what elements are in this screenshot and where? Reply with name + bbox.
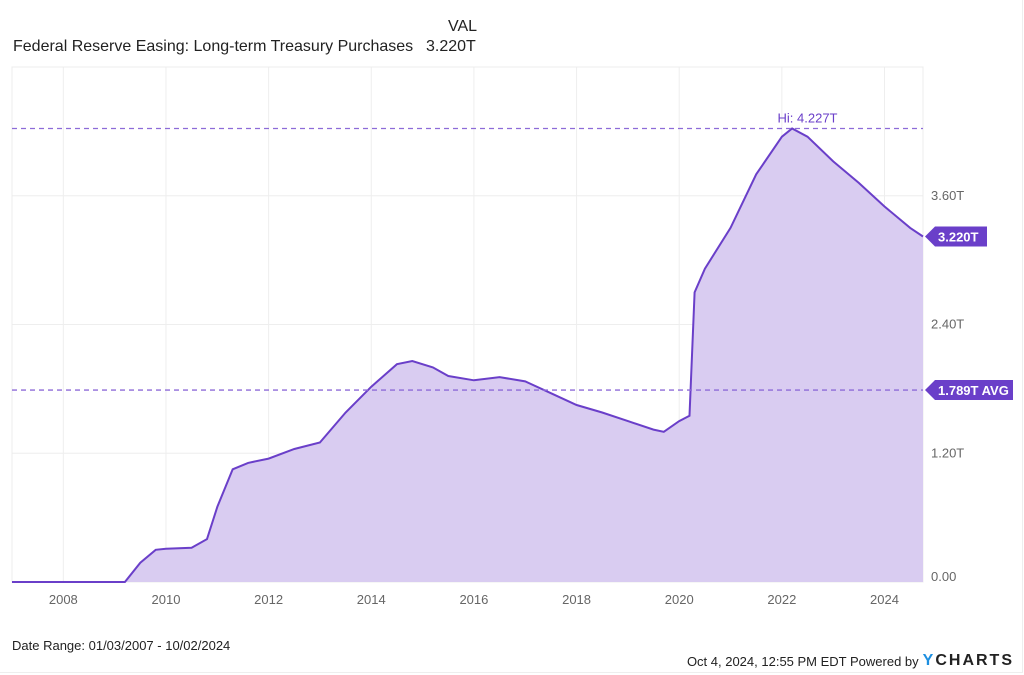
date-range: Date Range: 01/03/2007 - 10/02/2024 [12,638,231,653]
y-axis-ticks: 0.00 1.20T 2.40T 3.60T [931,188,964,584]
svg-text:2024: 2024 [870,592,899,607]
high-label: Hi: 4.227T [778,110,838,125]
series-area-fill [12,128,923,582]
x-axis-ticks: 2008 2010 2012 2014 2016 2018 2020 2022 2024 [49,592,899,607]
svg-text:2.40T: 2.40T [931,317,964,332]
svg-text:1.20T: 1.20T [931,445,964,460]
svg-text:2012: 2012 [254,592,283,607]
timestamp: Oct 4, 2024, 12:55 PM EDT Powered by [686,653,919,669]
svg-text:2022: 2022 [767,592,796,607]
svg-text:2014: 2014 [357,592,386,607]
legend-column-header: VAL [448,18,478,35]
footer-attribution: Oct 4, 2024, 12:55 PM EDT Powered by YCH… [687,652,1014,670]
svg-text:2018: 2018 [562,592,591,607]
svg-text:3.60T: 3.60T [931,188,964,203]
current-value-label: 3.220T [938,230,979,245]
average-value-tag: 1.789T AVG [925,380,1013,401]
legend-series-value: 3.220T [426,38,476,55]
series-line[interactable] [12,127,924,583]
current-value-tag: 3.220T [925,226,987,247]
svg-text:2010: 2010 [152,592,181,607]
svg-text:0.00: 0.00 [931,569,956,584]
average-value-label: 1.789T AVG [938,383,1009,398]
svg-text:2016: 2016 [459,592,488,607]
legend-series-name: Federal Reserve Easing: Long-term Treasu… [13,38,414,55]
svg-text:2020: 2020 [665,592,694,607]
svg-text:2008: 2008 [49,592,78,607]
ycharts-logo[interactable]: YCHARTS [922,652,1014,669]
